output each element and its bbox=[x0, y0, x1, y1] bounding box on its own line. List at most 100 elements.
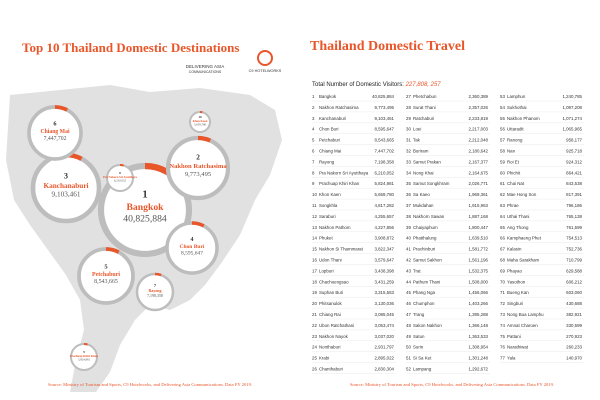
row-name: Lopburi bbox=[319, 268, 334, 273]
row-rank: 14 bbox=[312, 236, 317, 241]
row-rank: 31 bbox=[406, 138, 411, 143]
row-value: 710,799 bbox=[566, 258, 582, 263]
row-rank: 8 bbox=[312, 170, 315, 175]
row-value: 754,513 bbox=[566, 236, 582, 241]
row-name: Petchaburi bbox=[319, 138, 340, 143]
row-value: 1,366,148 bbox=[468, 323, 488, 328]
row-name: Chiang Rai bbox=[319, 312, 341, 317]
row-value: 2,026,771 bbox=[468, 181, 488, 186]
row-value: 2,830,304 bbox=[374, 367, 394, 372]
row-rank: 75 bbox=[500, 334, 505, 339]
row-rank: 69 bbox=[500, 268, 505, 273]
row-name: Phuket bbox=[319, 236, 333, 241]
logo-text: DELIVERING ASIA bbox=[186, 64, 225, 69]
row-rank: 42 bbox=[406, 258, 411, 263]
row-name: Bangkok bbox=[319, 94, 337, 99]
row-rank: 60 bbox=[500, 170, 505, 175]
row-rank: 10 bbox=[312, 192, 317, 197]
row-rank: 55 bbox=[500, 116, 505, 121]
row-rank: 39 bbox=[406, 225, 411, 230]
row-rank: 63 bbox=[500, 203, 505, 208]
row-rank: 38 bbox=[406, 214, 411, 219]
row-name: Phitsanulok bbox=[319, 301, 343, 306]
row-rank: 1 bbox=[312, 94, 315, 99]
source: Source: Ministry of Tourism and Sports, … bbox=[48, 382, 252, 388]
source: Source: Ministry of Tourism and Sports, … bbox=[350, 382, 554, 388]
row-name: Phatthalung bbox=[413, 236, 437, 241]
row-rank: 53 bbox=[500, 94, 505, 99]
row-value: 5,824,981 bbox=[374, 181, 394, 186]
row-rank: 74 bbox=[500, 323, 505, 328]
row-value: 1,403,266 bbox=[468, 301, 488, 306]
row-rank: 70 bbox=[500, 279, 505, 284]
row-name: Ratchaburi bbox=[413, 116, 434, 121]
row-value: 817,391 bbox=[566, 192, 582, 197]
row-value: 1,071,274 bbox=[562, 116, 582, 121]
row-name: Prachinburi bbox=[413, 247, 435, 252]
bubble-rank: 10 bbox=[198, 115, 202, 119]
row-rank: 57 bbox=[500, 138, 505, 143]
row-value: 1,292,672 bbox=[468, 367, 488, 372]
bubble-rank: 5 bbox=[104, 263, 108, 270]
row-name: Surat Thani bbox=[413, 105, 436, 110]
row-value: 864,421 bbox=[566, 170, 582, 175]
row-rank: 16 bbox=[312, 258, 317, 263]
right-title: Thailand Domestic Travel bbox=[310, 39, 465, 54]
row-value: 752,736 bbox=[566, 247, 582, 252]
row-value: 3,315,553 bbox=[374, 290, 394, 295]
logo-icon bbox=[257, 50, 273, 66]
row-name: Pathum Thani bbox=[413, 279, 440, 284]
row-rank: 25 bbox=[312, 356, 317, 361]
row-value: 1,561,196 bbox=[468, 258, 488, 263]
bubble-name: Khon Kaen bbox=[193, 119, 208, 123]
bubble-rank: 6 bbox=[53, 121, 56, 128]
row-rank: 17 bbox=[312, 268, 317, 273]
row-rank: 47 bbox=[406, 312, 411, 317]
row-name: Pattani bbox=[507, 334, 521, 339]
row-value: 1,887,168 bbox=[468, 214, 488, 219]
row-value: 1,581,772 bbox=[468, 247, 488, 252]
bubble-value: 9,773,495 bbox=[185, 171, 212, 178]
row-rank: 72 bbox=[500, 301, 505, 306]
row-value: 3,438,398 bbox=[374, 268, 394, 273]
row-name: Prachuap Khiri Khan bbox=[319, 181, 360, 186]
row-name: Uttaradit bbox=[507, 127, 524, 132]
row-rank: 26 bbox=[312, 367, 317, 372]
row-name: Chon Buri bbox=[319, 127, 339, 132]
row-value: 8,595,647 bbox=[374, 127, 394, 132]
bubble-value: 7,198,358 bbox=[147, 293, 163, 299]
row-name: Trat bbox=[413, 268, 421, 273]
row-name: Nong Khai bbox=[413, 170, 434, 175]
row-rank: 18 bbox=[312, 279, 317, 284]
bubble-name: Rayong bbox=[149, 288, 162, 293]
row-name: Buriram bbox=[413, 149, 429, 154]
row-name: Mukdahan bbox=[413, 203, 434, 208]
row-value: 1,456,066 bbox=[468, 290, 488, 295]
bubble-name: Nakhon Ratchasima bbox=[169, 163, 227, 170]
row-value: 2,357,026 bbox=[468, 105, 488, 110]
row-rank: 40 bbox=[406, 236, 411, 241]
row-rank: 50 bbox=[406, 345, 411, 350]
row-name: Ubon Ratchathani bbox=[319, 323, 354, 328]
row-rank: 61 bbox=[500, 181, 505, 186]
bubble-accent bbox=[197, 135, 212, 143]
bubble-value: 5,659,780 bbox=[194, 123, 207, 128]
bubble-value: 7,447,702 bbox=[44, 136, 67, 142]
row-rank: 5 bbox=[312, 138, 315, 143]
row-name: Loei bbox=[413, 127, 421, 132]
row-value: 3,822,347 bbox=[374, 247, 394, 252]
row-name: Maha Sarakham bbox=[507, 258, 540, 263]
row-value: 2,360,389 bbox=[468, 94, 488, 99]
row-value: 4,817,282 bbox=[374, 203, 394, 208]
row-name: Khon Kaen bbox=[319, 192, 341, 197]
left-panel: Top 10 Thailand Domestic Destinations DE… bbox=[6, 40, 282, 392]
bubble-name: Petchaburi bbox=[92, 272, 120, 278]
row-name: Ranong bbox=[507, 138, 523, 143]
row-name: Chiang Mai bbox=[319, 149, 341, 154]
row-value: 1,301,248 bbox=[468, 356, 488, 361]
row-rank: 13 bbox=[312, 225, 317, 230]
row-name: Samut Prakan bbox=[413, 159, 441, 164]
row-name: Lamphun bbox=[507, 94, 526, 99]
